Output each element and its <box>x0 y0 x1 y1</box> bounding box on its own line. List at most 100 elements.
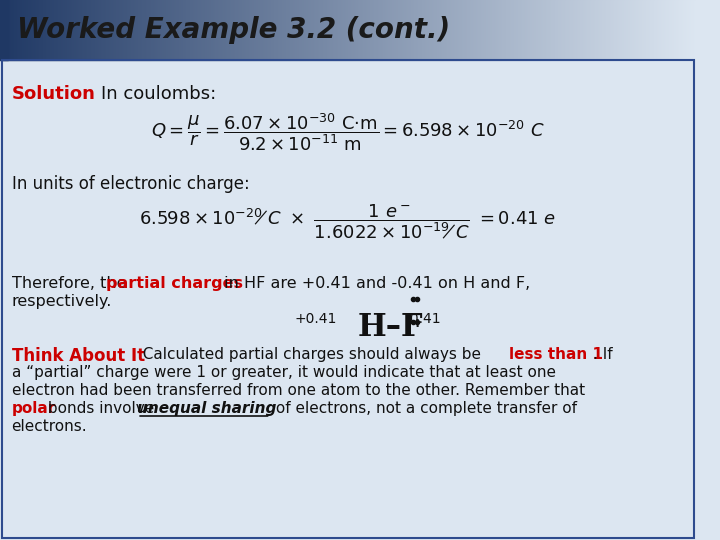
Bar <box>648 0 649 60</box>
Bar <box>508 0 509 60</box>
Bar <box>52 0 53 60</box>
Bar <box>341 0 342 60</box>
Bar <box>215 0 217 60</box>
Bar <box>169 0 170 60</box>
Bar <box>212 0 214 60</box>
Bar <box>695 0 696 60</box>
Bar <box>430 0 431 60</box>
Bar <box>416 0 418 60</box>
Bar <box>285 0 286 60</box>
Bar <box>509 0 510 60</box>
Bar <box>523 0 525 60</box>
Bar <box>463 0 464 60</box>
Bar <box>560 0 562 60</box>
Bar <box>263 0 264 60</box>
Bar <box>412 0 413 60</box>
Bar <box>557 0 559 60</box>
Bar <box>184 0 186 60</box>
Bar <box>570 0 571 60</box>
Bar <box>235 0 237 60</box>
Bar <box>595 0 596 60</box>
Bar <box>660 0 661 60</box>
Bar <box>269 0 271 60</box>
Bar <box>413 0 415 60</box>
Bar <box>25 0 26 60</box>
Bar <box>628 0 629 60</box>
Bar <box>382 0 384 60</box>
Bar <box>193 0 194 60</box>
Bar <box>89 0 90 60</box>
Bar <box>515 0 516 60</box>
Bar <box>266 0 268 60</box>
Bar <box>237 0 238 60</box>
Bar <box>384 0 385 60</box>
Bar <box>604 0 605 60</box>
Bar <box>477 0 478 60</box>
Bar <box>164 0 165 60</box>
Bar <box>67 0 68 60</box>
Bar <box>55 0 56 60</box>
Bar <box>253 0 254 60</box>
Bar <box>316 0 317 60</box>
Bar <box>433 0 435 60</box>
Bar <box>629 0 630 60</box>
Bar <box>161 0 162 60</box>
Bar <box>636 0 638 60</box>
Bar <box>120 0 121 60</box>
Bar <box>318 0 319 60</box>
Bar <box>227 0 228 60</box>
Bar <box>152 0 153 60</box>
Bar <box>32 0 33 60</box>
Bar <box>497 0 498 60</box>
Text: In units of electronic charge:: In units of electronic charge: <box>12 175 249 193</box>
Bar <box>183 0 184 60</box>
Bar <box>163 0 164 60</box>
Bar <box>580 0 582 60</box>
Bar <box>314 0 315 60</box>
Bar <box>136 0 138 60</box>
Bar <box>605 0 606 60</box>
Bar <box>56 0 57 60</box>
Bar <box>328 0 330 60</box>
Bar <box>420 0 421 60</box>
Bar <box>251 0 252 60</box>
Bar <box>225 0 226 60</box>
Bar <box>240 0 241 60</box>
Bar <box>676 0 678 60</box>
Bar <box>501 0 503 60</box>
Bar <box>424 0 425 60</box>
Bar <box>626 0 627 60</box>
Bar <box>337 0 338 60</box>
Bar <box>429 0 430 60</box>
Bar <box>281 0 282 60</box>
Bar <box>664 0 665 60</box>
Bar <box>35 0 36 60</box>
Bar <box>679 0 680 60</box>
Bar <box>506 0 507 60</box>
Bar <box>642 0 644 60</box>
Bar <box>505 0 506 60</box>
Bar <box>255 0 256 60</box>
Bar <box>577 0 579 60</box>
Bar <box>494 0 495 60</box>
Text: unequal sharing: unequal sharing <box>138 401 276 416</box>
Bar <box>258 0 259 60</box>
Bar <box>209 0 210 60</box>
Bar <box>472 0 473 60</box>
Bar <box>228 0 229 60</box>
Bar <box>374 0 375 60</box>
Bar <box>0 0 8 60</box>
Bar <box>511 0 512 60</box>
Bar <box>591 0 593 60</box>
Bar <box>345 0 346 60</box>
Bar <box>117 0 118 60</box>
Bar <box>211 0 212 60</box>
Text: Think About It: Think About It <box>12 347 145 365</box>
Bar <box>203 0 204 60</box>
Bar <box>70 0 71 60</box>
Bar <box>63 0 64 60</box>
Bar <box>274 0 275 60</box>
Text: in HF are +0.41 and -0.41 on H and F,: in HF are +0.41 and -0.41 on H and F, <box>220 276 531 291</box>
Bar <box>327 0 328 60</box>
Bar <box>11 0 12 60</box>
